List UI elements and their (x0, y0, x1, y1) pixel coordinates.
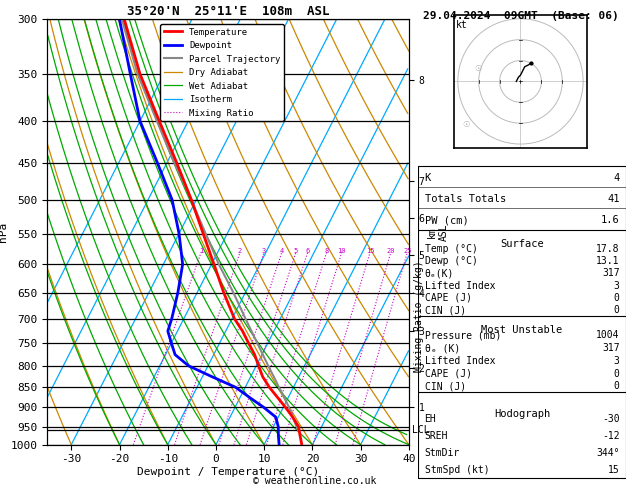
Text: LCL: LCL (413, 425, 430, 435)
Text: CIN (J): CIN (J) (425, 305, 465, 315)
Text: Dewp (°C): Dewp (°C) (425, 256, 477, 266)
Text: 0: 0 (614, 368, 620, 379)
Text: © weatheronline.co.uk: © weatheronline.co.uk (253, 476, 376, 486)
Text: 10: 10 (338, 248, 346, 254)
Text: θₑ(K): θₑ(K) (425, 268, 454, 278)
Y-axis label: km
ASL: km ASL (427, 223, 449, 241)
Text: -30: -30 (602, 414, 620, 424)
Text: 15: 15 (366, 248, 374, 254)
Text: 3: 3 (614, 280, 620, 291)
Text: CIN (J): CIN (J) (425, 382, 465, 391)
Text: θₑ (K): θₑ (K) (425, 343, 460, 353)
Text: ☉: ☉ (474, 64, 482, 73)
Title: 35°20'N  25°11'E  108m  ASL: 35°20'N 25°11'E 108m ASL (127, 5, 329, 18)
Text: 3: 3 (262, 248, 266, 254)
Text: Surface: Surface (500, 239, 544, 249)
Text: 4: 4 (613, 173, 620, 183)
Text: 1: 1 (199, 248, 203, 254)
Text: 8: 8 (325, 248, 329, 254)
Text: 29.04.2024  09GMT  (Base: 06): 29.04.2024 09GMT (Base: 06) (423, 11, 618, 21)
Text: 17.8: 17.8 (596, 243, 620, 254)
Text: 15: 15 (608, 465, 620, 475)
Text: Pressure (mb): Pressure (mb) (425, 330, 501, 340)
Text: PW (cm): PW (cm) (425, 215, 468, 225)
Text: Mixing Ratio (g/kg): Mixing Ratio (g/kg) (414, 260, 424, 372)
Text: 317: 317 (602, 268, 620, 278)
Text: 5: 5 (294, 248, 298, 254)
Text: 4: 4 (280, 248, 284, 254)
Text: 20: 20 (387, 248, 395, 254)
Text: StmDir: StmDir (425, 448, 460, 458)
Text: 2: 2 (238, 248, 242, 254)
Text: CAPE (J): CAPE (J) (425, 293, 472, 303)
Text: Lifted Index: Lifted Index (425, 356, 495, 366)
Text: StmSpd (kt): StmSpd (kt) (425, 465, 489, 475)
Text: -12: -12 (602, 431, 620, 441)
Text: 25: 25 (403, 248, 411, 254)
Text: SREH: SREH (425, 431, 448, 441)
X-axis label: Dewpoint / Temperature (°C): Dewpoint / Temperature (°C) (137, 467, 319, 477)
Y-axis label: hPa: hPa (0, 222, 8, 242)
Text: 317: 317 (602, 343, 620, 353)
Text: 3: 3 (614, 356, 620, 366)
Text: 1.6: 1.6 (601, 215, 620, 225)
Text: 41: 41 (607, 194, 620, 204)
Text: 0: 0 (614, 382, 620, 391)
Legend: Temperature, Dewpoint, Parcel Trajectory, Dry Adiabat, Wet Adiabat, Isotherm, Mi: Temperature, Dewpoint, Parcel Trajectory… (160, 24, 284, 122)
Text: Most Unstable: Most Unstable (481, 325, 563, 335)
Text: 0: 0 (614, 293, 620, 303)
Text: 0: 0 (614, 305, 620, 315)
Text: kt: kt (457, 20, 468, 30)
Text: 6: 6 (306, 248, 310, 254)
Text: EH: EH (425, 414, 437, 424)
Text: Totals Totals: Totals Totals (425, 194, 506, 204)
Text: 1004: 1004 (596, 330, 620, 340)
Text: 13.1: 13.1 (596, 256, 620, 266)
Text: Hodograph: Hodograph (494, 409, 550, 419)
Text: K: K (425, 173, 431, 183)
Text: Temp (°C): Temp (°C) (425, 243, 477, 254)
Text: CAPE (J): CAPE (J) (425, 368, 472, 379)
Text: 344°: 344° (596, 448, 620, 458)
Text: ☉: ☉ (462, 121, 469, 129)
Text: Lifted Index: Lifted Index (425, 280, 495, 291)
